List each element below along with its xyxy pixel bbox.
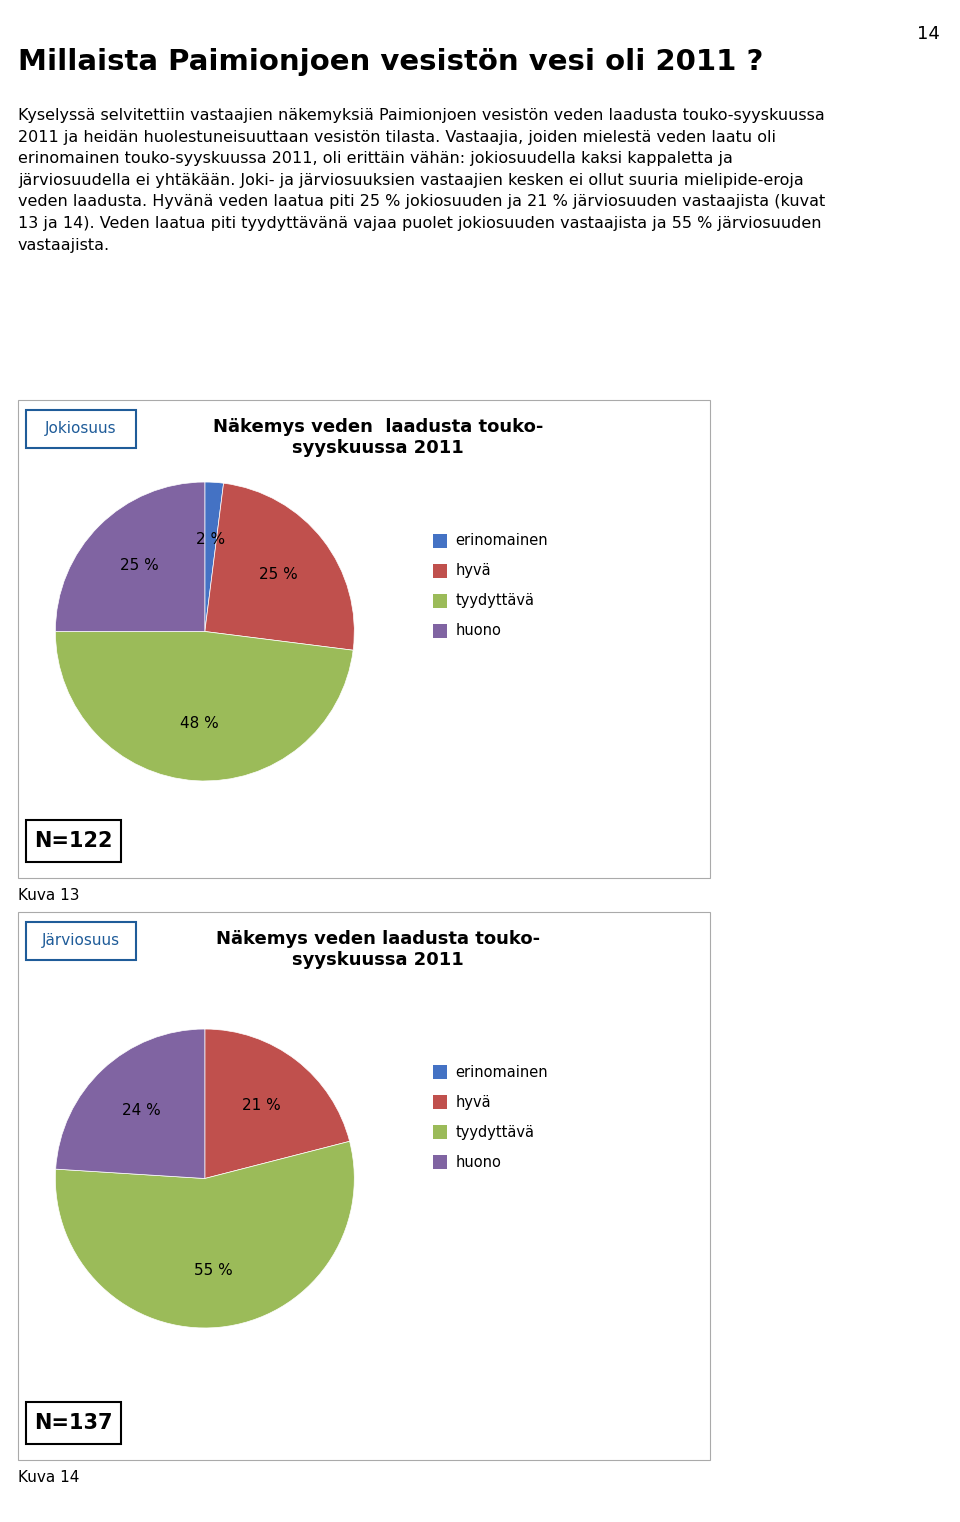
Bar bbox=[26, 409, 136, 447]
Wedge shape bbox=[56, 632, 353, 781]
Bar bbox=[433, 594, 447, 607]
Text: Millaista Paimionjoen vesistön vesi oli 2011 ?: Millaista Paimionjoen vesistön vesi oli … bbox=[18, 49, 763, 76]
Text: Kuva 14: Kuva 14 bbox=[18, 1470, 80, 1485]
Bar bbox=[433, 1096, 447, 1110]
Text: Näkemys veden  laadusta touko-
syyskuussa 2011: Näkemys veden laadusta touko- syyskuussa… bbox=[213, 419, 543, 457]
Wedge shape bbox=[204, 482, 354, 650]
Text: huono: huono bbox=[455, 1155, 501, 1170]
Bar bbox=[18, 912, 710, 1460]
Text: erinomainen: erinomainen bbox=[455, 533, 548, 548]
Bar bbox=[433, 534, 447, 548]
Wedge shape bbox=[56, 1029, 204, 1178]
Text: erinomainen: erinomainen bbox=[455, 1065, 548, 1081]
Bar bbox=[26, 922, 136, 960]
Text: Näkemys veden laadusta touko-
syyskuussa 2011: Näkemys veden laadusta touko- syyskuussa… bbox=[216, 930, 540, 970]
Text: 24 %: 24 % bbox=[122, 1103, 160, 1119]
Bar bbox=[433, 563, 447, 578]
Text: tyydyttävä: tyydyttävä bbox=[455, 1125, 534, 1140]
Wedge shape bbox=[56, 1142, 354, 1329]
Bar bbox=[26, 1402, 121, 1444]
Text: tyydyttävä: tyydyttävä bbox=[455, 594, 534, 609]
Text: Kuva 13: Kuva 13 bbox=[18, 887, 80, 903]
Text: hyvä: hyvä bbox=[455, 1094, 491, 1110]
Text: 25 %: 25 % bbox=[120, 559, 158, 574]
Text: Järviosuus: Järviosuus bbox=[42, 933, 120, 948]
Text: 14: 14 bbox=[917, 24, 940, 43]
Text: N=137: N=137 bbox=[35, 1412, 112, 1434]
Bar bbox=[433, 1155, 447, 1169]
Text: 25 %: 25 % bbox=[258, 568, 298, 583]
Text: N=122: N=122 bbox=[35, 831, 112, 851]
Text: 55 %: 55 % bbox=[194, 1263, 233, 1278]
Text: Kyselyssä selvitettiin vastaajien näkemyksiä Paimionjoen vesistön veden laadusta: Kyselyssä selvitettiin vastaajien näkemy… bbox=[18, 108, 826, 253]
Text: Jokiosuus: Jokiosuus bbox=[45, 422, 117, 437]
Text: huono: huono bbox=[455, 624, 501, 638]
Wedge shape bbox=[56, 482, 204, 632]
Bar bbox=[26, 820, 121, 861]
Text: 48 %: 48 % bbox=[180, 717, 218, 732]
Text: hyvä: hyvä bbox=[455, 563, 491, 578]
Bar bbox=[433, 1125, 447, 1140]
Bar bbox=[433, 624, 447, 638]
Text: 2 %: 2 % bbox=[196, 531, 226, 546]
Wedge shape bbox=[204, 482, 224, 632]
Text: 21 %: 21 % bbox=[242, 1097, 281, 1113]
Bar bbox=[433, 1065, 447, 1079]
Bar bbox=[18, 400, 710, 878]
Wedge shape bbox=[204, 1029, 349, 1178]
